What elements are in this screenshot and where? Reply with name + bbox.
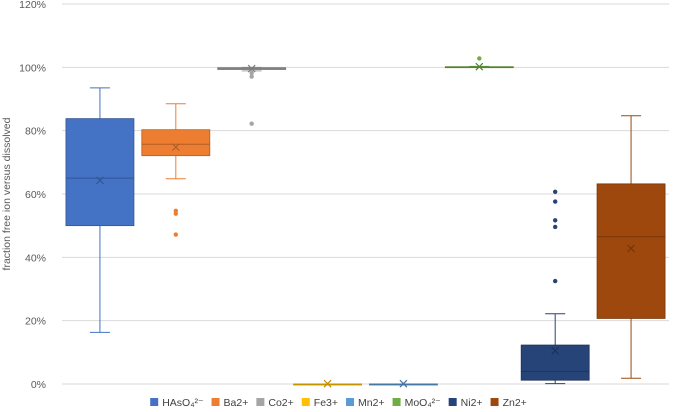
outlier-point [552, 199, 558, 204]
outlier-point [477, 56, 482, 61]
legend-swatch [490, 398, 499, 406]
legend-swatch [392, 398, 401, 406]
legend-swatch [301, 398, 310, 406]
y-tick-label: 80% [25, 126, 46, 138]
box-series [65, 87, 135, 333]
box-series-group [65, 56, 666, 388]
mean-marker [171, 143, 180, 152]
outlier-point [173, 211, 179, 216]
box-series [293, 379, 362, 388]
box-series [520, 189, 590, 385]
outlier-point [249, 70, 254, 76]
y-tick-label: 0% [31, 379, 46, 391]
legend-label: HAsO₄²⁻ [162, 397, 203, 409]
outlier-point [552, 224, 558, 230]
y-tick-label: 20% [25, 316, 46, 328]
y-axis-title: fraction free ion versus dissolved [1, 117, 13, 270]
legend: HAsO₄²⁻ Ba2+ Co2+ Fe3+ Mn2+ MoO₄²⁻ Ni2+ Zn2+ [150, 397, 527, 409]
box-series [369, 379, 438, 388]
y-tick-label: 60% [25, 189, 46, 201]
box-iqr [141, 129, 211, 157]
legend-label: MoO₄²⁻ [405, 397, 441, 409]
gridlines [62, 3, 669, 385]
legend-swatch [150, 398, 159, 406]
mean-marker [551, 346, 560, 355]
legend-label: Mn2+ [358, 397, 385, 409]
outlier-point [552, 218, 558, 223]
mean-marker [96, 176, 104, 185]
legend-swatch [346, 398, 355, 406]
legend-item: MoO₄²⁻ [392, 397, 441, 409]
legend-item: Mn2+ [346, 397, 385, 409]
box-series [141, 103, 211, 237]
legend-label: Ba2+ [224, 397, 249, 409]
legend-label: Zn2+ [503, 397, 527, 409]
y-tick-label: 120% [19, 0, 46, 11]
box-series [596, 115, 666, 379]
y-axis: 0% 20% 40% 60% 80% 100% 120% [19, 0, 46, 391]
mean-marker [475, 62, 484, 71]
mean-marker [399, 379, 408, 388]
outlier-point [249, 74, 254, 79]
box-series [217, 64, 287, 126]
box-series [444, 56, 514, 71]
mean-marker [627, 244, 635, 253]
legend-swatch [256, 398, 265, 406]
legend-item: Co2+ [256, 397, 294, 409]
legend-swatch [211, 398, 220, 406]
y-tick-label: 40% [25, 252, 46, 264]
legend-item: HAsO₄²⁻ [150, 397, 204, 409]
box-iqr [65, 118, 135, 227]
mean-marker [323, 379, 332, 388]
outlier-point [552, 278, 558, 284]
box-iqr [596, 183, 666, 319]
legend-label: Fe3+ [314, 397, 338, 409]
legend-item: Zn2+ [490, 397, 527, 409]
outlier-point [552, 189, 558, 194]
outlier-point [249, 121, 254, 126]
legend-item: Ba2+ [211, 397, 249, 409]
legend-item: Fe3+ [301, 397, 338, 409]
legend-swatch [448, 398, 457, 406]
mean-marker [247, 64, 256, 73]
legend-item: Ni2+ [448, 397, 483, 409]
outlier-point [173, 232, 179, 237]
legend-label: Ni2+ [461, 397, 483, 409]
y-tick-label: 100% [19, 62, 46, 74]
legend-label: Co2+ [268, 397, 293, 409]
